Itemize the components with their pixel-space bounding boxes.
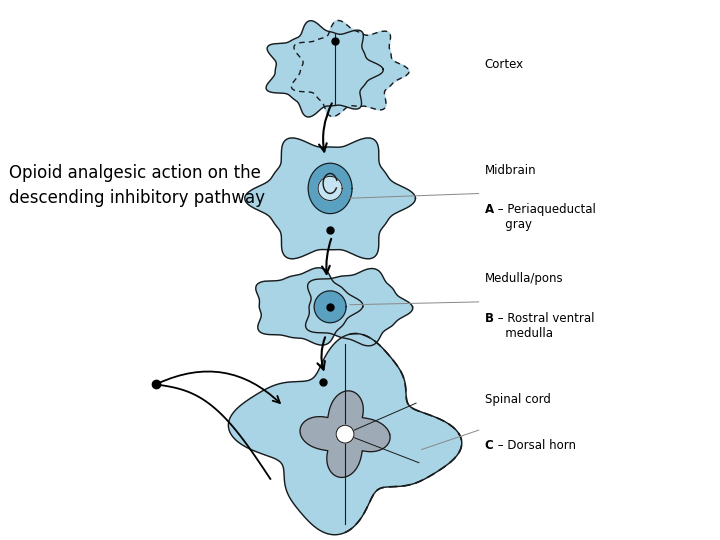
Text: – Rostral ventral
   medulla: – Rostral ventral medulla: [494, 312, 595, 340]
Polygon shape: [318, 177, 342, 200]
Polygon shape: [266, 21, 383, 117]
Text: A: A: [485, 204, 494, 217]
Text: Cortex: Cortex: [485, 58, 523, 71]
Polygon shape: [300, 391, 390, 477]
Polygon shape: [305, 268, 413, 346]
Polygon shape: [245, 138, 415, 259]
Text: Medulla/pons: Medulla/pons: [485, 273, 563, 286]
Polygon shape: [308, 163, 352, 214]
Text: Opioid analgesic action on the
descending inhibitory pathway: Opioid analgesic action on the descendin…: [9, 164, 266, 207]
Text: – Periaqueductal
   gray: – Periaqueductal gray: [494, 204, 596, 231]
Polygon shape: [314, 291, 346, 323]
Text: Spinal cord: Spinal cord: [485, 393, 550, 406]
Polygon shape: [228, 334, 462, 535]
Text: B: B: [485, 312, 493, 325]
Text: Midbrain: Midbrain: [485, 164, 536, 177]
Circle shape: [336, 425, 354, 443]
Polygon shape: [256, 268, 363, 345]
Text: – Dorsal horn: – Dorsal horn: [494, 439, 576, 452]
Text: C: C: [485, 439, 493, 452]
Polygon shape: [292, 21, 409, 117]
